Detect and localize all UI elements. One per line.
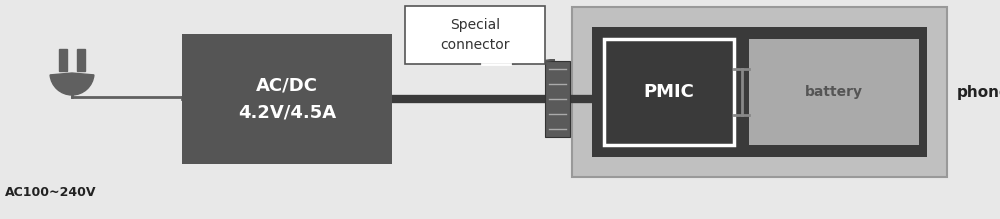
Text: Special
connector: Special connector (440, 18, 510, 52)
Bar (77, 49, 85, 71)
Text: phone: phone (957, 85, 1000, 99)
Polygon shape (482, 60, 555, 64)
Bar (545, 61, 570, 137)
Bar (59, 49, 67, 71)
Text: battery: battery (805, 85, 863, 99)
Bar (749, 39, 919, 145)
Bar (604, 39, 734, 145)
Text: AC100~240V: AC100~240V (5, 186, 96, 199)
Text: AC/DC
4.2V/4.5A: AC/DC 4.2V/4.5A (238, 77, 336, 121)
Bar (592, 27, 927, 157)
Bar (405, 6, 545, 64)
Bar (182, 34, 392, 164)
Text: PMIC: PMIC (644, 83, 694, 101)
Bar (572, 7, 947, 177)
Wedge shape (50, 73, 94, 95)
